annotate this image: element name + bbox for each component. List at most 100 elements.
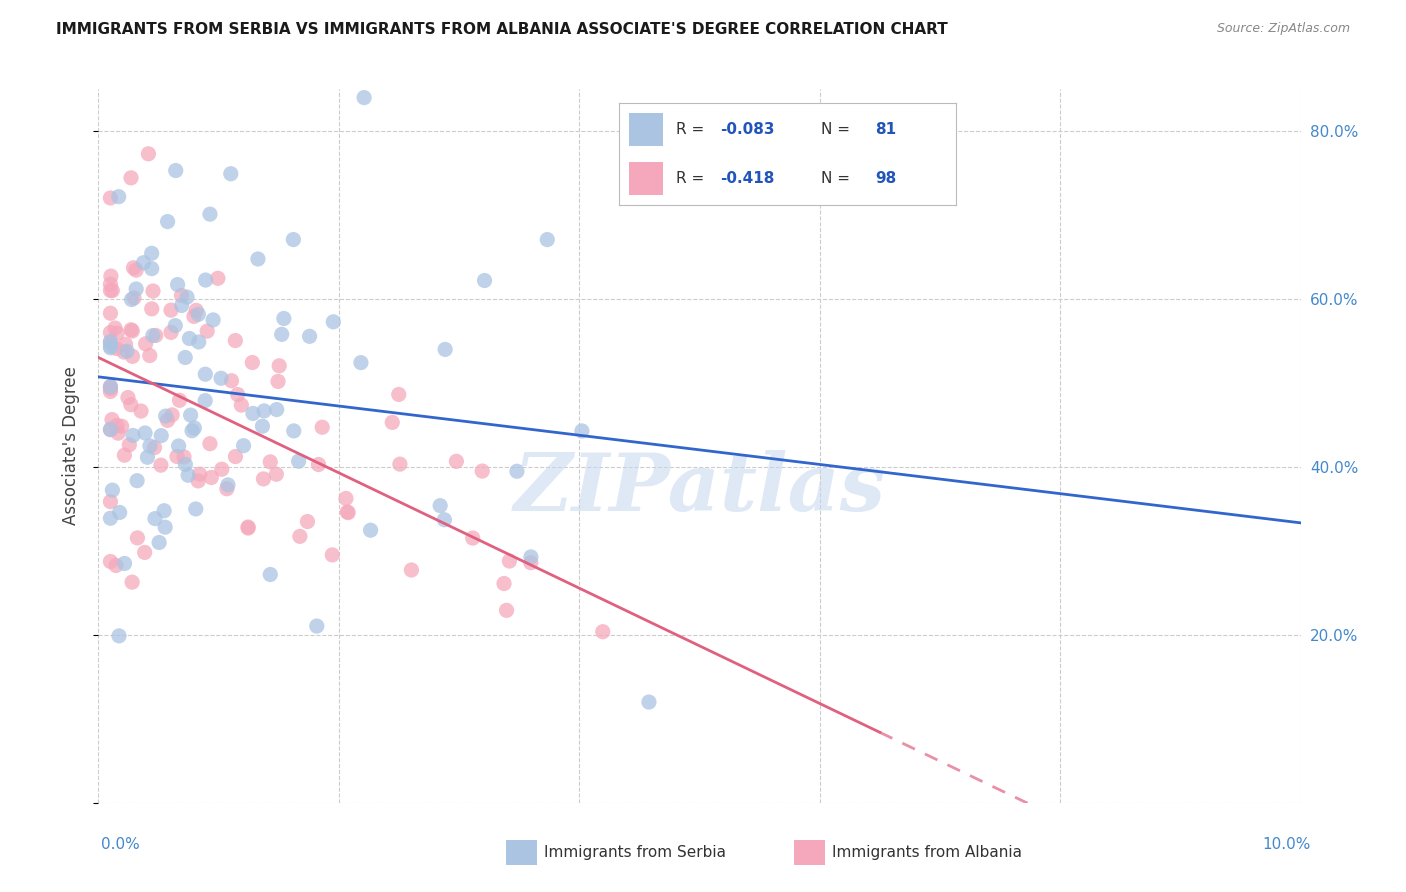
Point (122, 260, 145, 275)
Point (381, 416, 404, 430)
Point (155, 409, 177, 423)
Point (107, 189, 129, 203)
Point (194, 368, 217, 382)
Point (142, 328, 165, 343)
Point (311, 420, 333, 434)
Point (100, 306, 122, 320)
Point (132, 256, 155, 270)
Point (195, 324, 218, 338)
Point (446, 454, 468, 468)
Point (429, 499, 451, 513)
Point (520, 556, 543, 570)
Point (187, 334, 209, 349)
Point (283, 424, 305, 438)
Point (165, 163, 187, 178)
Point (174, 351, 197, 365)
Point (401, 563, 423, 577)
Point (145, 328, 167, 343)
Text: Source: ZipAtlas.com: Source: ZipAtlas.com (1216, 22, 1350, 36)
Point (100, 422, 122, 436)
Point (198, 436, 221, 450)
Point (165, 318, 187, 333)
Point (305, 619, 328, 633)
Point (135, 336, 157, 351)
Y-axis label: Associate's Degree: Associate's Degree (62, 367, 80, 525)
Point (226, 387, 249, 401)
Point (136, 450, 159, 465)
Point (141, 246, 163, 260)
Point (117, 391, 139, 405)
Point (156, 214, 179, 228)
Point (176, 290, 198, 304)
Point (121, 575, 143, 590)
Point (360, 523, 382, 537)
Point (194, 273, 217, 287)
Point (141, 261, 163, 276)
Point (101, 483, 124, 497)
Point (101, 284, 124, 298)
Point (221, 374, 243, 388)
Point (498, 554, 520, 568)
Point (105, 418, 128, 433)
Point (174, 458, 197, 472)
Point (100, 277, 122, 292)
Point (129, 404, 152, 418)
Point (217, 478, 239, 492)
Point (183, 310, 205, 324)
Point (139, 439, 162, 453)
Point (253, 404, 276, 418)
Point (183, 421, 205, 435)
Point (187, 307, 209, 321)
Point (202, 313, 225, 327)
Point (100, 191, 122, 205)
Text: -0.418: -0.418 (720, 171, 775, 186)
Point (224, 334, 246, 348)
Point (105, 558, 128, 573)
Point (322, 315, 344, 329)
Point (100, 326, 122, 340)
Point (259, 455, 281, 469)
Point (166, 277, 188, 292)
Point (266, 402, 288, 417)
Text: 98: 98 (875, 171, 897, 186)
Point (111, 419, 134, 434)
Point (100, 284, 122, 298)
Point (211, 462, 233, 476)
Point (153, 504, 176, 518)
Point (134, 425, 156, 440)
Text: R =: R = (676, 121, 709, 136)
Point (207, 271, 229, 285)
Point (198, 207, 221, 221)
Point (194, 393, 217, 408)
Bar (628, 112, 662, 145)
Point (188, 467, 211, 482)
Point (100, 379, 122, 393)
Point (100, 382, 122, 396)
Point (153, 520, 176, 534)
Point (108, 629, 131, 643)
Point (287, 454, 309, 468)
Point (270, 327, 292, 342)
Point (104, 321, 127, 335)
Point (231, 398, 253, 412)
Point (100, 380, 122, 394)
Point (232, 439, 254, 453)
Point (308, 458, 330, 472)
Text: Immigrants from Serbia: Immigrants from Serbia (544, 846, 725, 860)
Point (297, 515, 319, 529)
Point (273, 311, 295, 326)
Point (122, 291, 145, 305)
Point (160, 303, 183, 318)
Point (114, 557, 136, 571)
Point (100, 341, 122, 355)
Point (114, 337, 136, 351)
Point (125, 263, 148, 277)
Point (187, 474, 209, 488)
Point (236, 521, 259, 535)
Point (536, 233, 558, 247)
Point (506, 464, 529, 478)
Point (120, 398, 142, 412)
Point (121, 293, 143, 307)
Point (242, 406, 264, 420)
Point (267, 375, 290, 389)
